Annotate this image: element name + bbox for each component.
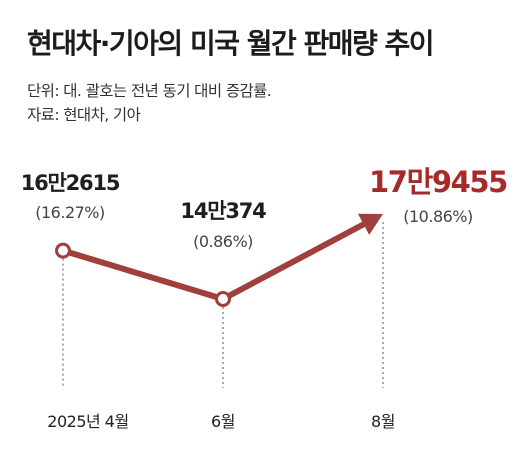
change-label: (16.27%) bbox=[35, 203, 105, 222]
data-label: 14만374 bbox=[180, 199, 266, 223]
data-label: 16만2615 bbox=[21, 171, 120, 195]
unit-note: 단위: 대. 괄호는 전년 동기 대비 증감률. bbox=[27, 82, 272, 100]
x-tick-label: 2025년 4월 bbox=[47, 412, 128, 431]
data-label: 17만9455 bbox=[369, 165, 507, 199]
data-point-marker bbox=[55, 242, 71, 259]
change-label: (10.86%) bbox=[403, 207, 473, 226]
chart-title: 현대차·기아의 미국 월간 판매량 추이 bbox=[27, 27, 435, 60]
x-tick-label: 6월 bbox=[211, 412, 235, 431]
source-note: 자료: 현대차, 기아 bbox=[27, 106, 141, 124]
arrowhead-marker bbox=[357, 213, 383, 235]
x-tick-label: 8월 bbox=[371, 412, 395, 431]
data-point-marker bbox=[215, 291, 231, 307]
change-label: (0.86%) bbox=[193, 232, 253, 251]
